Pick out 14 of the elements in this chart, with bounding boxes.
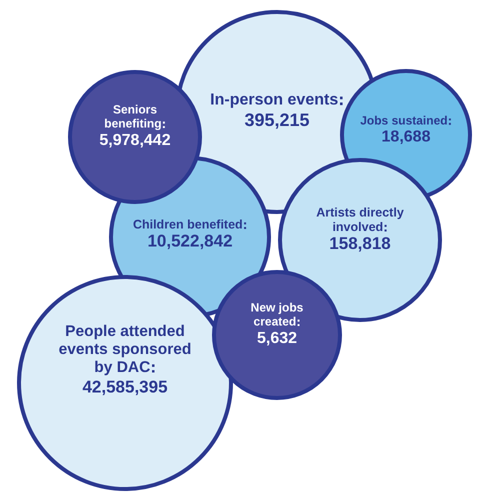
category-label: Seniors benefiting <box>104 102 162 131</box>
data-label: 5,978,442 <box>99 132 171 149</box>
category-label: People attended events sponsored by DAC <box>58 323 192 376</box>
data-label: 5,632 <box>256 330 298 347</box>
category-label: New jobs created <box>250 300 304 329</box>
data-label: 10,522,842 <box>147 232 233 251</box>
category-label: Jobs sustained <box>360 113 448 128</box>
data-label: 395,215 <box>244 110 310 130</box>
category-label: In-person events <box>210 91 338 108</box>
category-label: Children benefited <box>132 217 243 232</box>
category-label: Artists directly involved <box>316 206 404 234</box>
data-label: 18,688 <box>382 128 431 146</box>
data-label: 42,585,395 <box>82 378 168 397</box>
data-label: 158,818 <box>329 234 391 254</box>
